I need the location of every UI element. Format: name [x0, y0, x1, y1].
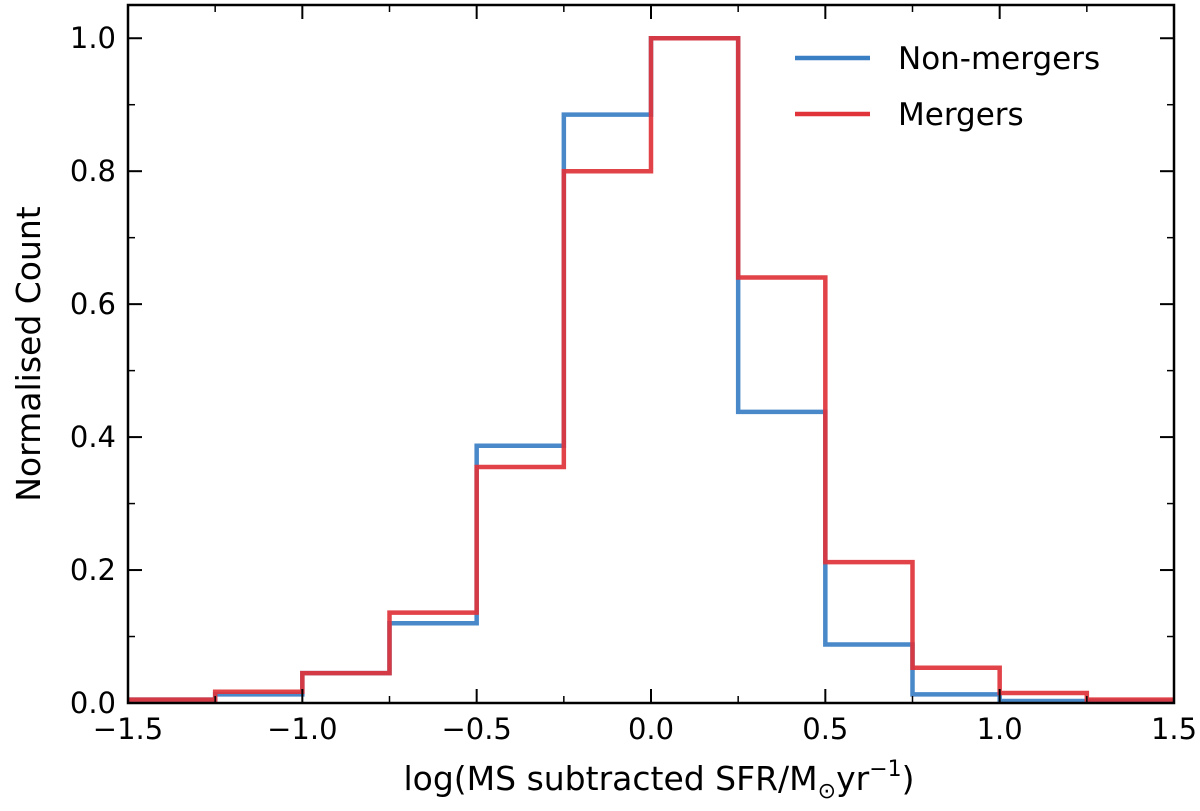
x-axis-label-close: ) — [902, 759, 915, 798]
x-tick-label: −0.5 — [441, 712, 511, 746]
x-axis-label: log(MS subtracted SFR/M⊙yr−1) — [403, 757, 914, 804]
y-tick-label: 0.2 — [70, 553, 116, 587]
ticks-layer — [127, 5, 1175, 704]
x-axis-label-sub: ⊙ — [818, 779, 836, 804]
x-axis-label-main: log(MS subtracted SFR/M — [403, 759, 817, 798]
x-tick-label: −1.0 — [267, 712, 337, 746]
y-tick-label: 0.6 — [70, 287, 116, 321]
x-tick-label: −1.5 — [93, 712, 163, 746]
series-line-mergers — [128, 35, 1174, 702]
series-layer — [128, 35, 1174, 704]
x-axis-label-tail: yr — [836, 759, 870, 798]
y-tick-label: 1.0 — [70, 21, 116, 55]
legend-label: Mergers — [898, 97, 1024, 133]
y-axis-label: Normalised Count — [9, 206, 48, 502]
x-tick-label: 0.0 — [628, 712, 674, 746]
y-tick-label: 0.8 — [70, 154, 116, 188]
x-tick-label: 0.5 — [802, 712, 848, 746]
legend: Non-mergers Mergers — [795, 41, 1100, 133]
labels-layer: −1.5 −1.0 −0.5 0.0 0.5 1.0 1.5 0.0 0.2 0.4 0.6 0.8 1… — [70, 21, 1197, 746]
x-tick-label: 1.5 — [1151, 712, 1197, 746]
x-axis-label-sup: −1 — [869, 757, 901, 782]
x-tick-label: 1.0 — [977, 712, 1023, 746]
y-tick-label: 0.4 — [70, 420, 116, 454]
y-tick-label: 0.0 — [70, 686, 116, 720]
legend-label: Non-mergers — [898, 41, 1100, 77]
